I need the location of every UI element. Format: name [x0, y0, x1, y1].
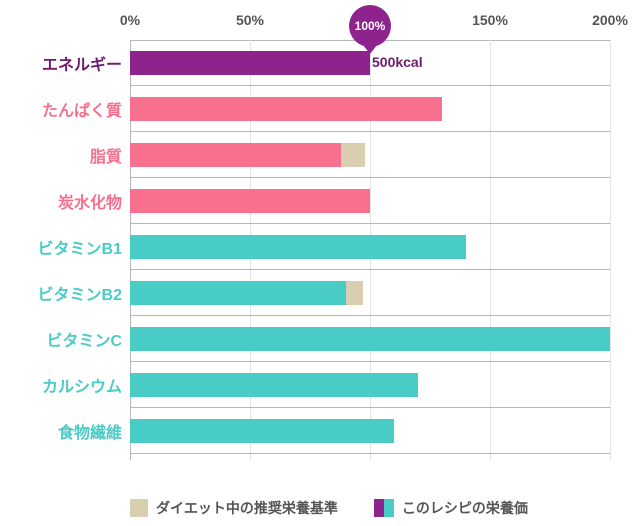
y-axis-label: カルシウム	[0, 373, 122, 397]
nutrition-bar-chart: 0%50%100%150%200% 100%エネルギー500kcalたんぱく質脂…	[0, 0, 640, 526]
y-axis-label: ビタミンC	[0, 327, 122, 351]
x-tick-label: 150%	[472, 12, 508, 28]
y-axis-label: ビタミンB2	[0, 281, 122, 305]
bar-recipe	[130, 235, 466, 259]
chart-row: ビタミンB1	[130, 224, 610, 270]
chart-row: 炭水化物	[130, 178, 610, 224]
bar-recipe	[130, 189, 370, 213]
chart-row: たんぱく質	[130, 86, 610, 132]
legend: ダイエット中の推奨栄養基準 このレシピの栄養価	[130, 498, 556, 518]
chart-row: ビタミンC	[130, 316, 610, 362]
bar-recipe	[130, 373, 418, 397]
chart-row: 食物繊維	[130, 408, 610, 454]
plot-area: 100%エネルギー500kcalたんぱく質脂質炭水化物ビタミンB1ビタミンB2ビ…	[130, 40, 610, 460]
x-tick-label: 0%	[120, 12, 140, 28]
legend-label: ダイエット中の推奨栄養基準	[156, 498, 338, 518]
row-baseline	[130, 453, 610, 454]
bar-value-label: 500kcal	[372, 54, 423, 70]
bar-recipe	[130, 327, 610, 351]
bar-recipe	[130, 419, 394, 443]
legend-swatch	[130, 499, 148, 517]
y-axis-label: 脂質	[0, 143, 122, 167]
gridline	[610, 40, 611, 460]
bar-recipe	[130, 281, 346, 305]
chart-row: ビタミンB2	[130, 270, 610, 316]
legend-swatch	[374, 499, 394, 517]
y-axis-label: 炭水化物	[0, 189, 122, 213]
y-axis-label: エネルギー	[0, 51, 122, 75]
chart-row: エネルギー500kcal	[130, 40, 610, 86]
y-axis-label: ビタミンB1	[0, 235, 122, 259]
y-axis-label: たんぱく質	[0, 97, 122, 121]
y-axis-label: 食物繊維	[0, 419, 122, 443]
legend-label: このレシピの栄養価	[402, 498, 528, 518]
bar-recipe	[130, 143, 341, 167]
x-tick-label: 50%	[236, 12, 264, 28]
bar-recipe	[130, 51, 370, 75]
x-tick-label: 200%	[592, 12, 628, 28]
chart-row: 脂質	[130, 132, 610, 178]
bar-recipe	[130, 97, 442, 121]
chart-row: カルシウム	[130, 362, 610, 408]
